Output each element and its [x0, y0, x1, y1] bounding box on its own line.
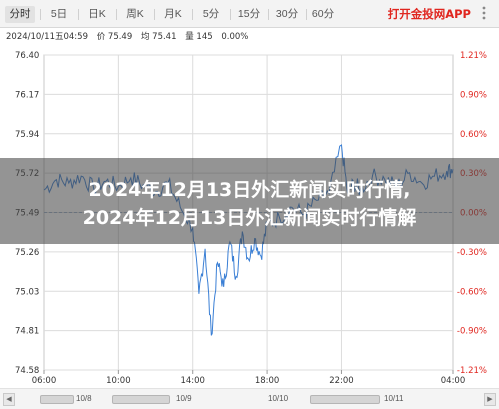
scroll-thumb-window[interactable]	[310, 395, 380, 404]
tab-divider	[40, 9, 41, 20]
y-tick-label: 75.26	[15, 248, 39, 258]
navigator-date-label: 10/9	[176, 394, 192, 403]
x-tick-label: 06:00	[32, 376, 57, 386]
info-average: 均 75.41	[140, 32, 177, 42]
x-tick-label: 14:00	[180, 376, 205, 386]
pct-tick-label: -0.30%	[457, 248, 487, 258]
headline-overlay: 2024年12月13日外汇新闻实时行情, 2024年12月13日外汇新闻实时行情…	[0, 158, 499, 244]
y-tick-label: 75.03	[15, 287, 39, 297]
tab-5-min[interactable]: 5分	[202, 8, 220, 20]
tab-divider	[78, 9, 79, 20]
y-tick-label: 74.81	[15, 327, 39, 337]
tab-divider	[192, 9, 193, 20]
pct-tick-label: -0.60%	[457, 287, 487, 297]
period-tab-bar: 分时 5日 日K 周K 月K 5分 15分 30分 60分 打开金投网APP	[0, 0, 499, 28]
scroll-thumb-mid[interactable]	[112, 395, 170, 404]
tab-divider	[154, 9, 155, 20]
tab-5-day[interactable]: 5日	[50, 8, 68, 20]
tab-weekly-k[interactable]: 周K	[126, 8, 144, 20]
tab-monthly-k[interactable]: 月K	[164, 8, 182, 20]
x-tick-label: 22:00	[329, 376, 354, 386]
pct-tick-label: 0.90%	[460, 90, 487, 100]
info-change: 0.00%	[221, 32, 249, 42]
info-datetime: 2024/10/11五04:59	[6, 32, 88, 42]
tab-divider	[116, 9, 117, 20]
navigator-date-label: 10/8	[76, 394, 92, 403]
x-tick-label: 10:00	[106, 376, 131, 386]
navigator-date-label: 10/10	[268, 394, 289, 403]
tab-intraday[interactable]: 分时	[5, 6, 35, 23]
headline-line-1: 2024年12月13日外汇新闻实时行情,	[88, 179, 411, 201]
open-app-link[interactable]: 打开金投网APP	[387, 7, 471, 21]
x-tick-label: 18:00	[255, 376, 280, 386]
y-tick-label: 76.17	[15, 90, 39, 100]
more-menu-icon[interactable]	[476, 4, 492, 22]
headline-line-2: 2024年12月13日外汇新闻实时行情解	[82, 207, 417, 229]
pct-tick-label: 0.60%	[460, 130, 487, 140]
scroll-thumb-left[interactable]	[40, 395, 74, 404]
scroll-right-arrow-icon[interactable]: ▶	[484, 393, 496, 406]
tab-daily-k[interactable]: 日K	[88, 8, 106, 20]
y-tick-label: 75.94	[15, 130, 39, 140]
tab-15-min[interactable]: 15分	[237, 8, 261, 20]
info-volume: 量 145	[185, 32, 213, 42]
time-navigator-scrollbar[interactable]: ◀ 10/8 10/9 10/10 10/11 ▶	[0, 388, 499, 409]
pct-tick-label: 1.21%	[460, 51, 487, 61]
quote-info-bar: 2024/10/11五04:59 价 75.49 均 75.41 量 145 0…	[6, 30, 254, 42]
y-tick-label: 74.58	[15, 366, 39, 376]
tab-divider	[230, 9, 231, 20]
info-price: 价 75.49	[96, 32, 133, 42]
tab-divider	[306, 9, 307, 20]
tab-divider	[268, 9, 269, 20]
tab-60-min[interactable]: 60分	[311, 8, 335, 20]
tab-30-min[interactable]: 30分	[275, 8, 299, 20]
navigator-date-label: 10/11	[384, 394, 404, 403]
pct-tick-label: -1.21%	[457, 366, 487, 376]
x-tick-label: 04:00	[441, 376, 466, 386]
scroll-left-arrow-icon[interactable]: ◀	[3, 393, 15, 406]
y-tick-label: 76.40	[15, 51, 39, 61]
pct-tick-label: -0.90%	[457, 327, 487, 337]
